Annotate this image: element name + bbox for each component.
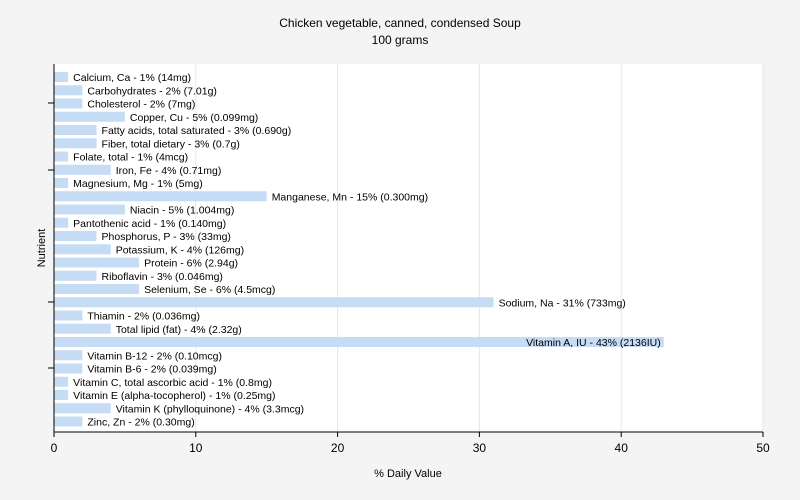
bar — [54, 297, 494, 308]
bar-label: Vitamin E (alpha-tocopherol) - 1% (0.25m… — [73, 390, 275, 402]
bar-label: Phosphorus, P - 3% (33mg) — [102, 231, 231, 243]
bar-label: Vitamin A, IU - 43% (2136IU) — [526, 337, 661, 349]
bar-label: Magnesium, Mg - 1% (5mg) — [73, 178, 203, 190]
bar — [54, 204, 125, 215]
bar — [54, 376, 69, 387]
bar — [54, 125, 97, 135]
bar — [54, 98, 83, 109]
bar-label: Folate, total - 1% (4mcg) — [73, 152, 188, 164]
bar-label: Thiamin - 2% (0.036mg) — [87, 311, 200, 323]
bar-label: Copper, Cu - 5% (0.099mg) — [130, 112, 258, 124]
bar-label: Niacin - 5% (1.004mg) — [130, 205, 234, 217]
bar-label: Vitamin B-6 - 2% (0.039mg) — [87, 364, 216, 376]
bar — [54, 284, 140, 294]
x-tick-label: 10 — [189, 441, 203, 455]
bar-label: Pantothenic acid - 1% (0.140mg) — [73, 218, 226, 230]
bar — [54, 217, 69, 228]
bar — [54, 363, 83, 374]
chart-subtitle: 100 grams — [372, 33, 429, 47]
bar — [54, 244, 111, 255]
grid-lines — [195, 64, 764, 432]
x-tick-label: 50 — [756, 441, 770, 455]
bar-label: Iron, Fe - 4% (0.71mg) — [116, 165, 222, 177]
bar — [54, 257, 140, 268]
bar — [54, 178, 69, 188]
bar-label: Protein - 6% (2.94g) — [144, 258, 238, 270]
bar-label: Calcium, Ca - 1% (14mg) — [73, 72, 191, 84]
bar-label: Fiber, total dietary - 3% (0.7g) — [102, 138, 240, 150]
bar-label: Vitamin K (phylloquinone) - 4% (3.3mcg) — [116, 403, 304, 415]
bar-label: Fatty acids, total saturated - 3% (0.690… — [102, 125, 292, 137]
bar — [54, 350, 83, 361]
bar — [54, 310, 83, 321]
plot-area — [54, 64, 763, 432]
bar — [54, 416, 83, 427]
bar-label: Manganese, Mn - 15% (0.300mg) — [272, 191, 428, 203]
bar — [54, 72, 69, 82]
bar-label: Sodium, Na - 31% (733mg) — [499, 297, 626, 309]
bar-label: Total lipid (fat) - 4% (2.32g) — [116, 324, 242, 336]
x-tick-label: 30 — [473, 441, 487, 455]
bar — [54, 270, 97, 281]
bar — [54, 337, 664, 347]
bar-label: Selenium, Se - 6% (4.5mcg) — [144, 284, 275, 296]
bar — [54, 111, 125, 122]
bar — [54, 138, 97, 149]
axes: 0 10 20 30 40 50 — [48, 64, 770, 455]
bar-label: Riboflavin - 3% (0.046mg) — [102, 271, 223, 283]
bar — [54, 164, 111, 175]
bar — [54, 323, 111, 334]
y-axis-label: Nutrient — [36, 229, 48, 268]
bar-label: Vitamin C, total ascorbic acid - 1% (0.8… — [73, 377, 272, 389]
bar-label: Carbohydrates - 2% (7.01g) — [87, 85, 217, 97]
bar — [54, 390, 69, 400]
x-tick-label: 40 — [615, 441, 629, 455]
bar-label: Zinc, Zn - 2% (0.30mg) — [87, 417, 194, 429]
x-tick-label: 0 — [51, 441, 58, 455]
bar — [54, 231, 97, 241]
bar-label: Vitamin B-12 - 2% (0.10mcg) — [87, 350, 222, 362]
chart-title: Chicken vegetable, canned, condensed Sou… — [279, 16, 521, 30]
bars: Calcium, Ca - 1% (14mg)Carbohydrates - 2… — [54, 72, 664, 429]
bar-label: Potassium, K - 4% (126mg) — [116, 244, 244, 256]
bar — [54, 191, 267, 202]
bar — [54, 403, 111, 414]
x-axis-label: % Daily Value — [374, 468, 442, 480]
bar — [54, 85, 83, 96]
bar-label: Cholesterol - 2% (7mg) — [87, 99, 195, 111]
bar — [54, 151, 69, 162]
x-tick-label: 20 — [331, 441, 345, 455]
